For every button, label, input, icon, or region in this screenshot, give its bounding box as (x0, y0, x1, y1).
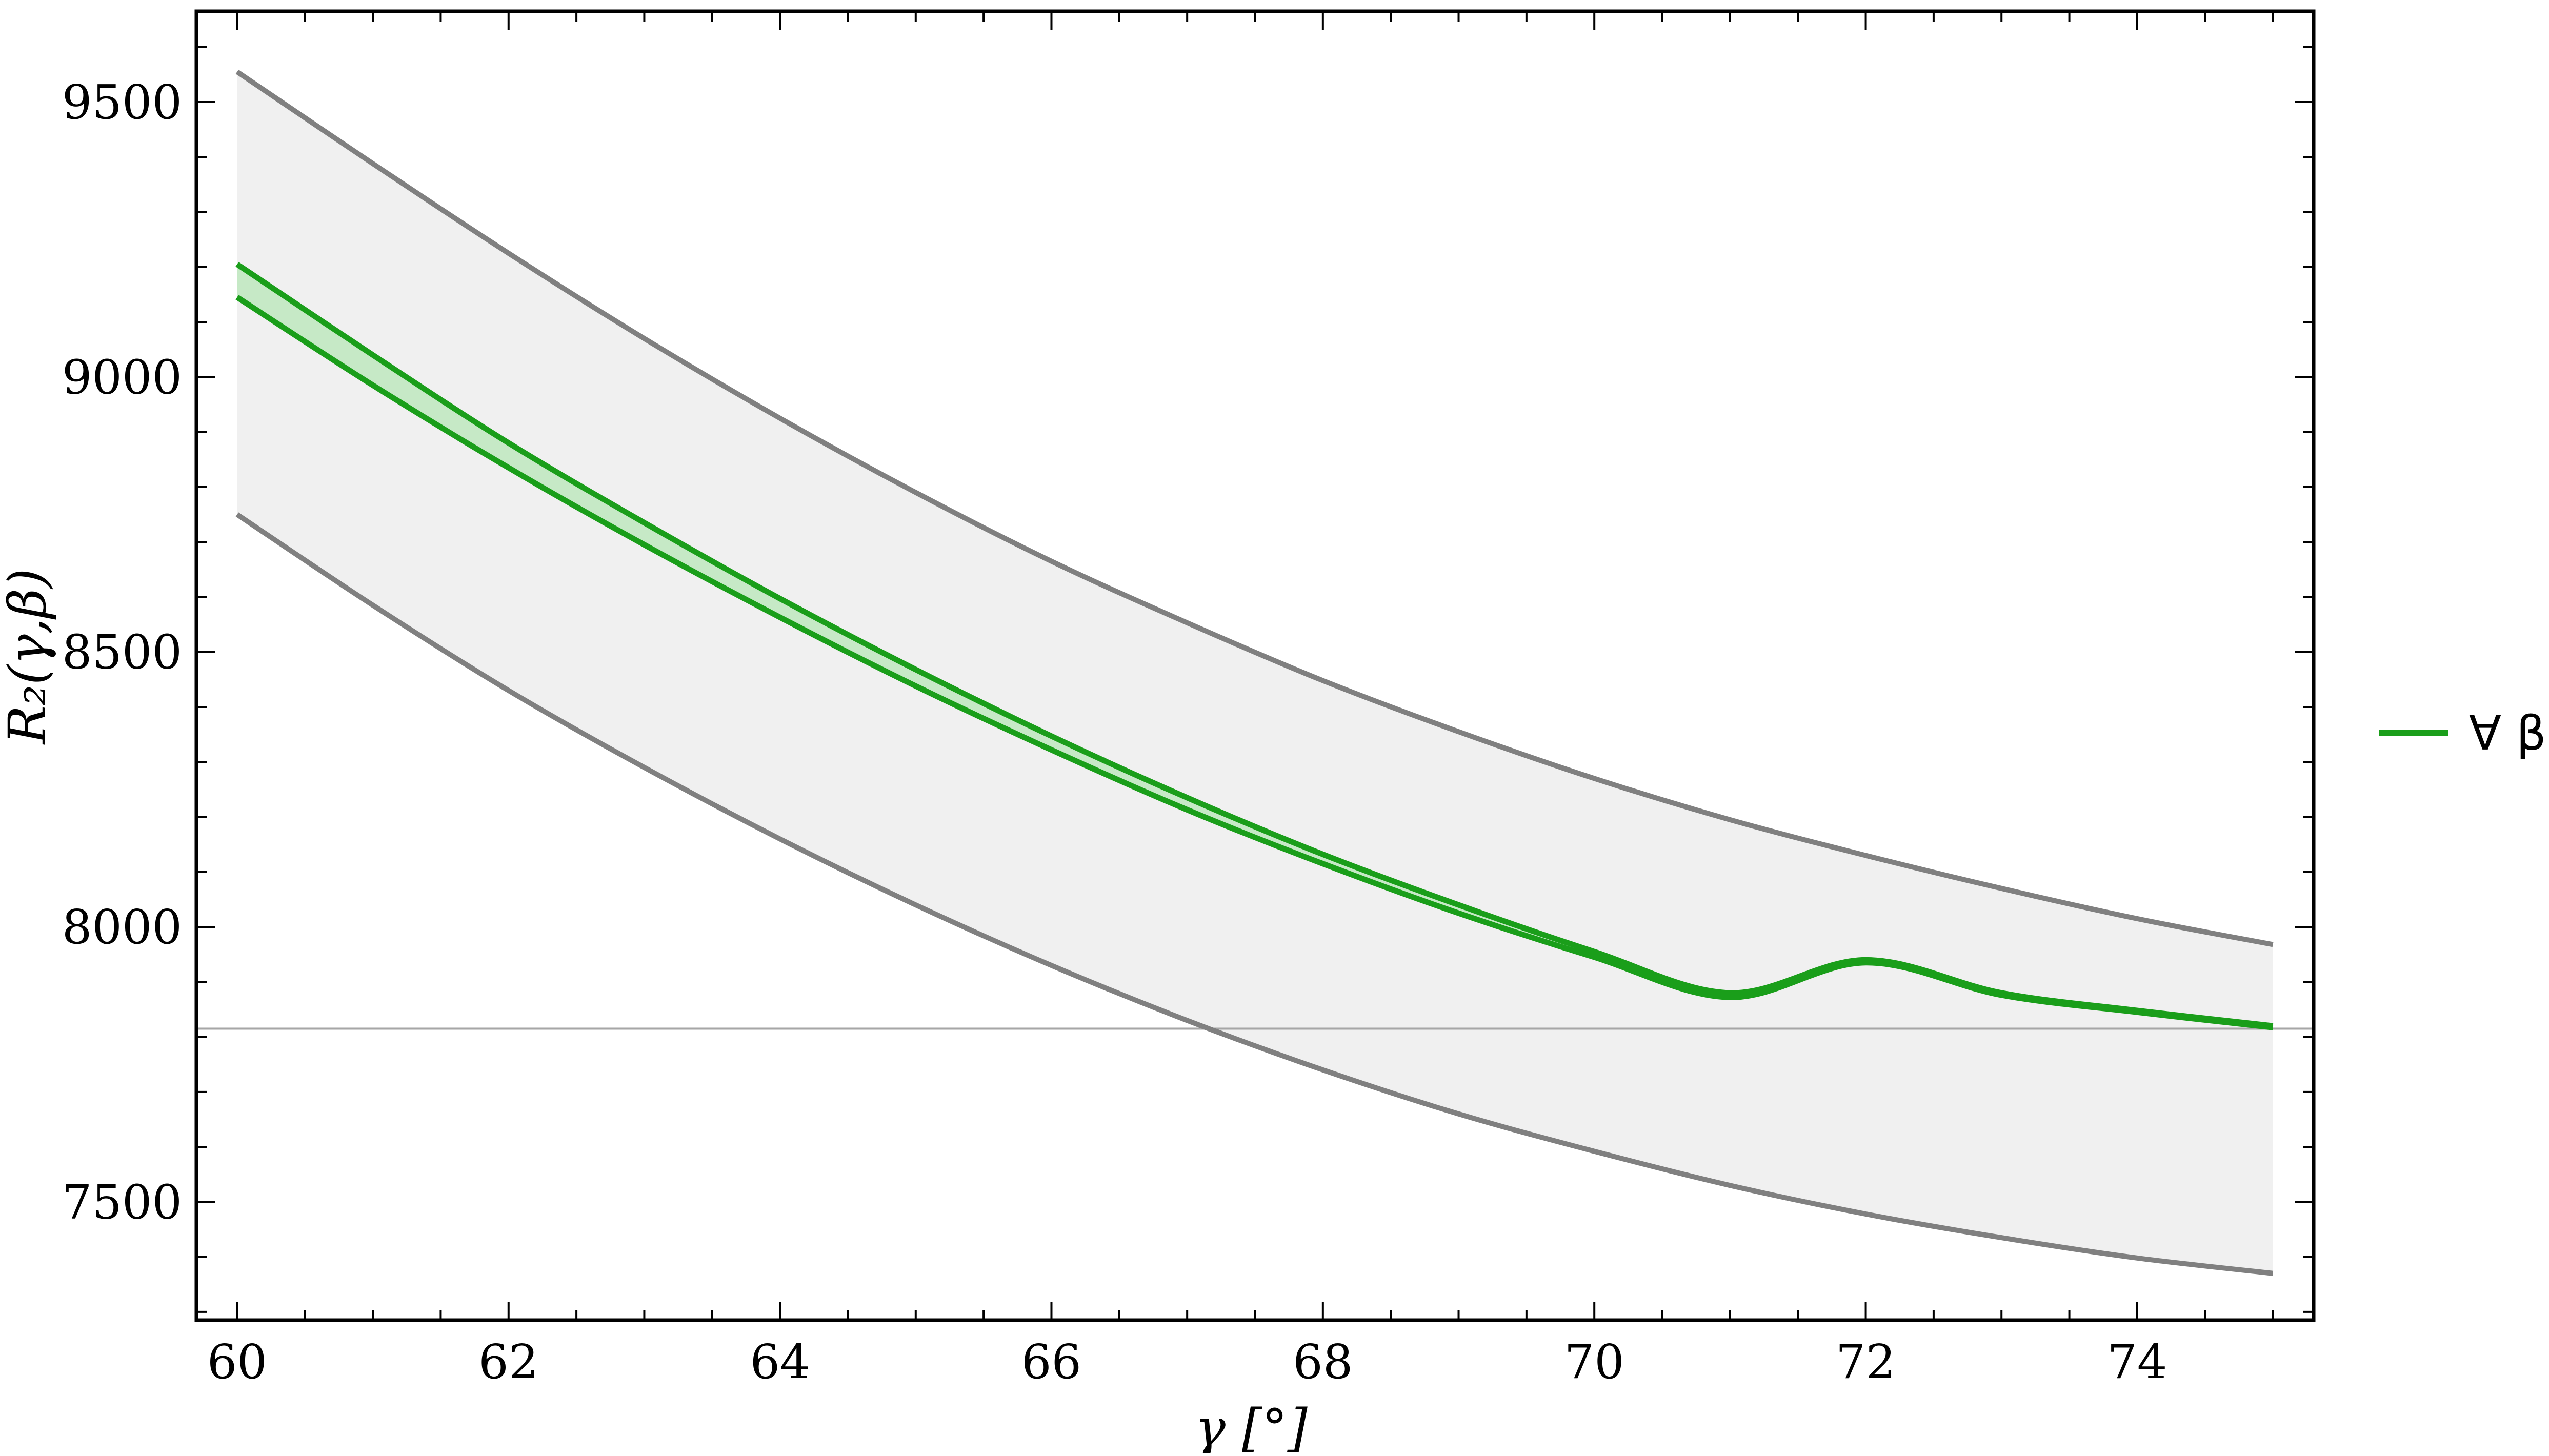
y-tick-label: 8000 (62, 900, 182, 955)
outer-band-upper-line (235, 69, 2274, 947)
axes: 60 62 64 66 68 70 72 74 7500 8000 8500 9000 9500 (62, 9, 2316, 1389)
plot-area (196, 69, 2314, 1276)
legend-label: ∀ β (2469, 706, 2546, 761)
series-lower-line (235, 295, 2274, 1030)
x-tick-label: 60 (207, 1334, 267, 1389)
x-axis-title: γ [°] (1195, 1398, 1308, 1453)
legend: ∀ β (2379, 706, 2546, 761)
y-axis-title: R₂(γ,β) (0, 569, 57, 745)
x-tick-label: 66 (1021, 1334, 1081, 1389)
x-tick-label: 74 (2107, 1334, 2167, 1389)
x-tick-label: 72 (1836, 1334, 1896, 1389)
y-tick-label: 7500 (62, 1175, 182, 1229)
x-tick-label: 68 (1293, 1334, 1353, 1389)
x-tick-label: 64 (750, 1334, 810, 1389)
y-tick-label: 9500 (62, 75, 182, 130)
x-tick-label: 70 (1564, 1334, 1624, 1389)
y-tick-label: 8500 (62, 625, 182, 680)
outer-band-lower-line (235, 512, 2274, 1276)
outer-band-fill (237, 72, 2273, 1273)
y-tick-label: 9000 (62, 350, 182, 405)
x-tick-label: 62 (478, 1334, 538, 1389)
